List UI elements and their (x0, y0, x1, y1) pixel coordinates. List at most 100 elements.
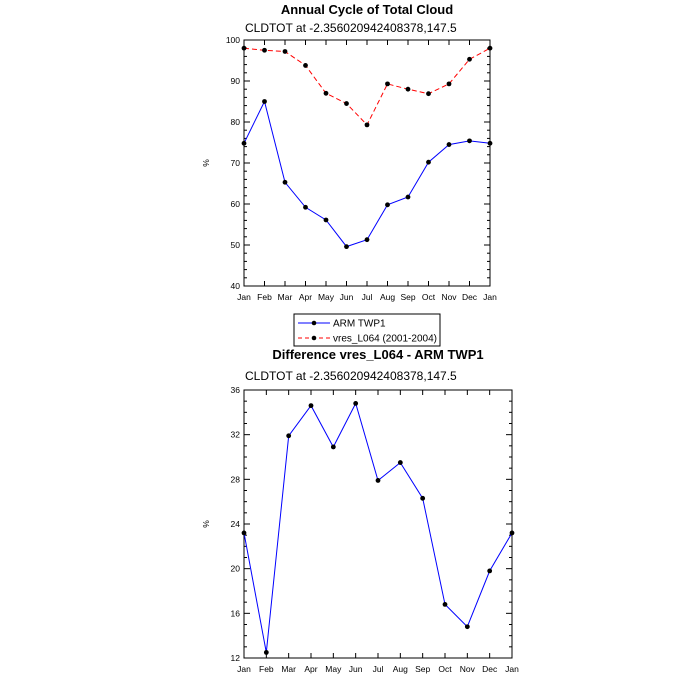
y-tick-label: 70 (231, 158, 241, 168)
plot-frame (243, 389, 513, 659)
data-point (323, 90, 329, 96)
data-point (344, 244, 349, 250)
data-point (330, 444, 336, 450)
y-tick-label: 16 (231, 608, 241, 618)
x-tick-label: Jun (349, 664, 363, 674)
chart-subtitle: CLDTOT at -2.356020942408378,147.5 (245, 369, 457, 383)
x-tick-label: Feb (259, 664, 274, 674)
data-point (241, 45, 247, 51)
legend-box (293, 313, 441, 347)
chart-title: Difference vres_L064 - ARM TWP1 (272, 347, 483, 362)
data-point (446, 142, 452, 147)
y-tick-label: 40 (231, 281, 241, 291)
data-point (353, 401, 359, 406)
y-tick-label: 12 (231, 653, 241, 663)
data-point (303, 204, 308, 210)
data-point (303, 63, 308, 68)
legend-marker-arm (311, 320, 317, 326)
data-point (467, 138, 472, 144)
series-lines (241, 401, 515, 655)
x-tick-label: May (325, 664, 342, 674)
chart-subtitle: CLDTOT at -2.356020942408378,147.5 (245, 21, 457, 35)
data-point (282, 179, 288, 185)
data-point (344, 101, 349, 106)
data-point (446, 81, 452, 87)
legend-label-arm: ARM TWP1 (333, 319, 386, 330)
x-tick-label: Sep (400, 292, 415, 302)
x-tick-label: Jul (362, 292, 373, 302)
x-tick-label: Nov (441, 292, 457, 302)
x-tick-label: Jun (340, 292, 354, 302)
series-line-1 (243, 47, 491, 126)
data-point (467, 56, 472, 62)
plot-frame (243, 39, 491, 287)
x-tick-label: Jan (237, 292, 251, 302)
legend-label-model: vres_L064 (2001-2004) (333, 334, 437, 345)
x-tick-label: Oct (422, 292, 436, 302)
x-tick-label: Jan (483, 292, 497, 302)
data-point (509, 530, 515, 536)
data-point (464, 624, 470, 630)
y-tick-label: 60 (231, 199, 241, 209)
series-lines (241, 45, 493, 250)
data-point (385, 81, 390, 87)
x-tick-label: Dec (462, 292, 478, 302)
x-tick-label: Jul (373, 664, 384, 674)
data-point (375, 478, 381, 483)
data-point (323, 217, 329, 223)
data-point (364, 237, 370, 243)
data-point (487, 140, 493, 146)
data-point (263, 650, 269, 655)
data-point (487, 568, 493, 574)
x-tick-label: Dec (482, 664, 498, 674)
y-axis-label: % (201, 159, 211, 167)
x-tick-label: May (318, 292, 335, 302)
y-tick-label: 90 (231, 76, 241, 86)
x-tick-label: Nov (460, 664, 476, 674)
data-point (262, 99, 267, 104)
data-point (241, 530, 247, 536)
data-point (397, 460, 403, 465)
difference-chart: Difference vres_L064 - ARM TWP1 CLDTOT a… (201, 347, 519, 674)
data-point (364, 122, 370, 128)
y-tick-label: 36 (231, 385, 241, 395)
x-tick-label: Oct (438, 664, 452, 674)
x-tick-label: Feb (257, 292, 272, 302)
x-tick-label: Apr (299, 292, 312, 302)
y-axis-label: % (201, 520, 211, 528)
y-tick-label: 20 (231, 564, 241, 574)
axis-ticks: Jan Feb Mar Apr May Jun Jul Aug Sep Oct Nov Dec Jan1… (231, 385, 520, 674)
y-tick-label: 32 (231, 430, 241, 440)
data-point (282, 49, 288, 54)
legend-marker-model (311, 335, 317, 341)
y-tick-label: 80 (231, 117, 241, 127)
chart-title: Annual Cycle of Total Cloud (281, 2, 453, 17)
data-point (385, 202, 390, 208)
data-point (308, 403, 314, 409)
y-tick-label: 24 (231, 519, 241, 529)
data-point (426, 159, 431, 165)
y-tick-label: 100 (226, 35, 240, 45)
x-tick-label: Mar (281, 664, 296, 674)
x-tick-label: Aug (380, 292, 395, 302)
x-tick-label: Sep (415, 664, 430, 674)
data-point (286, 433, 292, 439)
data-point (405, 86, 411, 92)
axis-ticks: Jan Feb Mar Apr May Jun Jul Aug Sep Oct Nov Dec Jan4… (226, 35, 497, 302)
data-point (442, 602, 448, 607)
data-point (426, 91, 431, 97)
data-point (262, 47, 267, 53)
x-tick-label: Aug (393, 664, 408, 674)
data-point (241, 140, 247, 146)
data-point (420, 495, 426, 501)
series-line-0 (243, 402, 513, 653)
y-tick-label: 28 (231, 474, 241, 484)
x-tick-label: Jan (237, 664, 251, 674)
data-point (487, 45, 493, 51)
data-point (405, 194, 411, 200)
y-tick-label: 50 (231, 240, 241, 250)
x-tick-label: Mar (278, 292, 293, 302)
x-tick-label: Apr (304, 664, 317, 674)
legend: ARM TWP1 vres_L064 (2001-2004) (293, 313, 441, 347)
